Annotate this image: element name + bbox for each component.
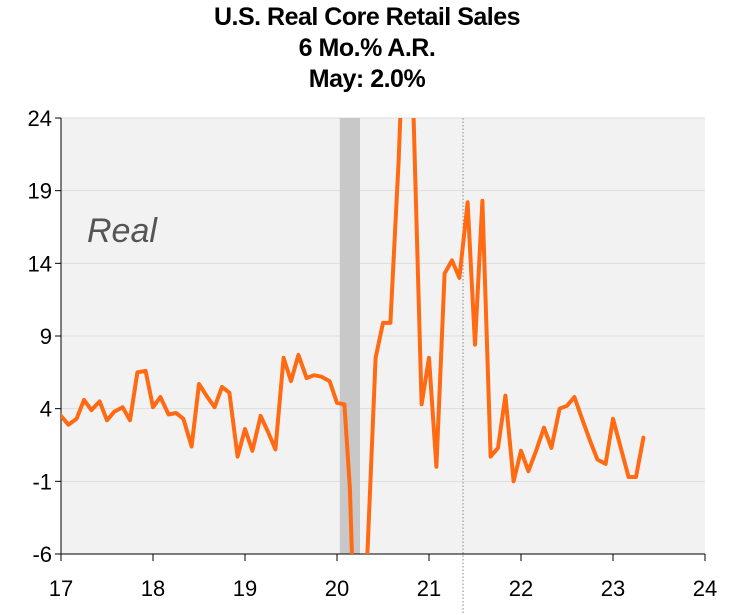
x-tick-labels: 17 18 19 20 21 22 23 24	[49, 576, 717, 601]
y-tick-label-3: 9	[40, 324, 52, 349]
x-tick-label-3: 20	[325, 576, 349, 601]
x-tick-label-1: 18	[141, 576, 165, 601]
y-tick-label-2: 14	[28, 251, 52, 276]
x-tick-label-5: 22	[509, 576, 533, 601]
y-tick-label-0: 24	[28, 106, 52, 131]
series-line-real	[61, 118, 646, 554]
recession-band	[339, 118, 360, 554]
y-tick-label-1: 19	[28, 179, 52, 204]
x-tick-label-0: 17	[49, 576, 73, 601]
y-tick-labels: 24 19 14 9 4 -1 -6	[28, 106, 52, 567]
x-tick-label-7: 24	[693, 576, 717, 601]
series-annotation: Real	[87, 212, 158, 250]
x-tick-label-6: 23	[601, 576, 625, 601]
y-tick-label-5: -1	[32, 469, 52, 494]
x-tick-label-2: 19	[233, 576, 257, 601]
chart-subtitle: 6 Mo.% A.R.	[298, 34, 436, 62]
axes	[55, 117, 706, 561]
chart-subtitle-latest: May: 2.0%	[308, 65, 426, 93]
chart-title: U.S. Real Core Retail Sales	[213, 3, 521, 31]
y-tick-label-6: -6	[32, 542, 52, 567]
y-tick-label-4: 4	[40, 397, 52, 422]
chart-titles: U.S. Real Core Retail Sales 6 Mo.% A.R. …	[0, 2, 734, 95]
gridlines	[61, 117, 705, 482]
x-tick-label-4: 21	[417, 576, 441, 601]
